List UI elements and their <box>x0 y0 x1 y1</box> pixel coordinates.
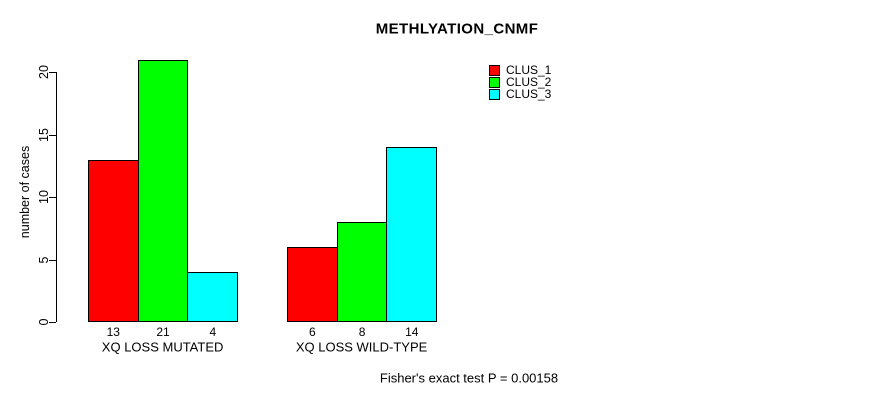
legend: CLUS_1 CLUS_2 CLUS_3 <box>489 64 551 100</box>
y-tick-15 <box>49 135 56 136</box>
legend-item-clus-2: CLUS_2 <box>489 76 551 88</box>
bar-value-clus-2-xq-loss-mutated: 21 <box>156 325 170 339</box>
y-tick-label-20: 20 <box>37 65 51 79</box>
legend-item-clus-1: CLUS_1 <box>489 64 551 76</box>
y-tick-10 <box>49 197 56 198</box>
y-axis-title: number of cases <box>18 145 32 239</box>
y-tick-label-0: 0 <box>37 318 51 326</box>
legend-item-clus-3: CLUS_3 <box>489 88 551 100</box>
y-tick-5 <box>49 260 56 261</box>
bar-value-clus-1-xq-loss-wild-type: 6 <box>309 325 316 339</box>
bar-clus-2-xq-loss-mutated <box>137 59 189 322</box>
legend-swatch-clus-3 <box>489 88 500 100</box>
group-label-xq-loss-mutated: XQ LOSS MUTATED <box>101 339 224 355</box>
bar-value-clus-3-xq-loss-wild-type: 14 <box>405 325 419 339</box>
y-axis-line <box>56 72 57 322</box>
y-tick-label-15: 15 <box>37 128 51 142</box>
legend-swatch-clus-1 <box>489 64 500 76</box>
bar-clus-3-xq-loss-wild-type <box>386 147 438 322</box>
y-tick-0 <box>49 322 56 323</box>
bar-value-clus-1-xq-loss-mutated: 13 <box>106 325 120 339</box>
y-tick-label-5: 5 <box>37 256 51 264</box>
bar-clus-1-xq-loss-wild-type <box>287 247 338 322</box>
y-tick-20 <box>49 72 56 73</box>
y-tick-label-10: 10 <box>37 190 51 204</box>
bar-value-clus-3-xq-loss-mutated: 4 <box>209 325 217 339</box>
legend-label-clus-2: CLUS_2 <box>506 75 552 89</box>
footnote: Fisher's exact test P = 0.00158 <box>379 370 559 386</box>
group-label-xq-loss-wild-type: XQ LOSS WILD-TYPE <box>295 339 428 355</box>
legend-label-clus-3: CLUS_3 <box>506 87 552 101</box>
bar-clus-3-xq-loss-mutated <box>187 272 239 322</box>
bar-clus-1-xq-loss-mutated <box>88 159 139 322</box>
bar-clus-2-xq-loss-wild-type <box>336 222 388 322</box>
legend-swatch-clus-2 <box>489 76 500 88</box>
chart-title: METHLYATION_CNMF <box>375 20 539 38</box>
legend-label-clus-1: CLUS_1 <box>506 63 552 77</box>
bar-value-clus-2-xq-loss-wild-type: 8 <box>358 325 366 339</box>
